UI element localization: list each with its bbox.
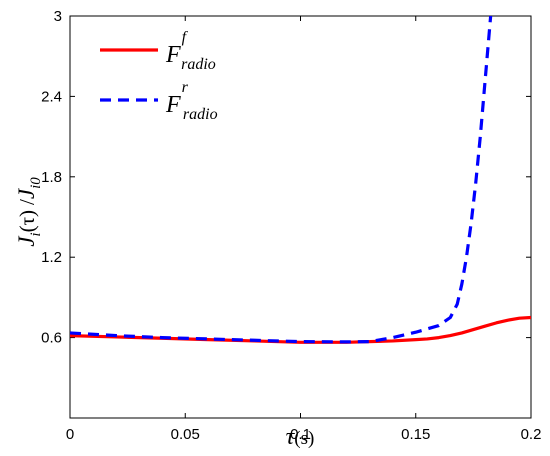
x-tick-label: 0.2: [521, 426, 542, 443]
y-axis-label: Ji(τ)/Ji0: [14, 177, 44, 247]
y-tick-label: 1.2: [41, 249, 62, 266]
x-axis-label: τ(s): [286, 424, 315, 450]
legend: Ff radio Fr radio: [100, 29, 218, 123]
x-tick-label: 0.1: [290, 426, 311, 443]
legend-label-f: Ff radio: [165, 29, 216, 73]
y-tick-label: 3: [54, 8, 62, 25]
y-tick-label: 0.6: [41, 330, 62, 347]
y-tick-label: 1.8: [41, 169, 62, 186]
y-tick-label: 2.4: [41, 88, 62, 105]
x-tick-label: 0.15: [401, 426, 430, 443]
legend-label-r: Fr radio: [165, 79, 218, 123]
plot-area: [69, 15, 532, 419]
x-tick-label: 0: [66, 426, 74, 443]
x-tick-label: 0.05: [171, 426, 200, 443]
series-line-f: [70, 315, 531, 344]
series-line-r: [70, 16, 493, 344]
